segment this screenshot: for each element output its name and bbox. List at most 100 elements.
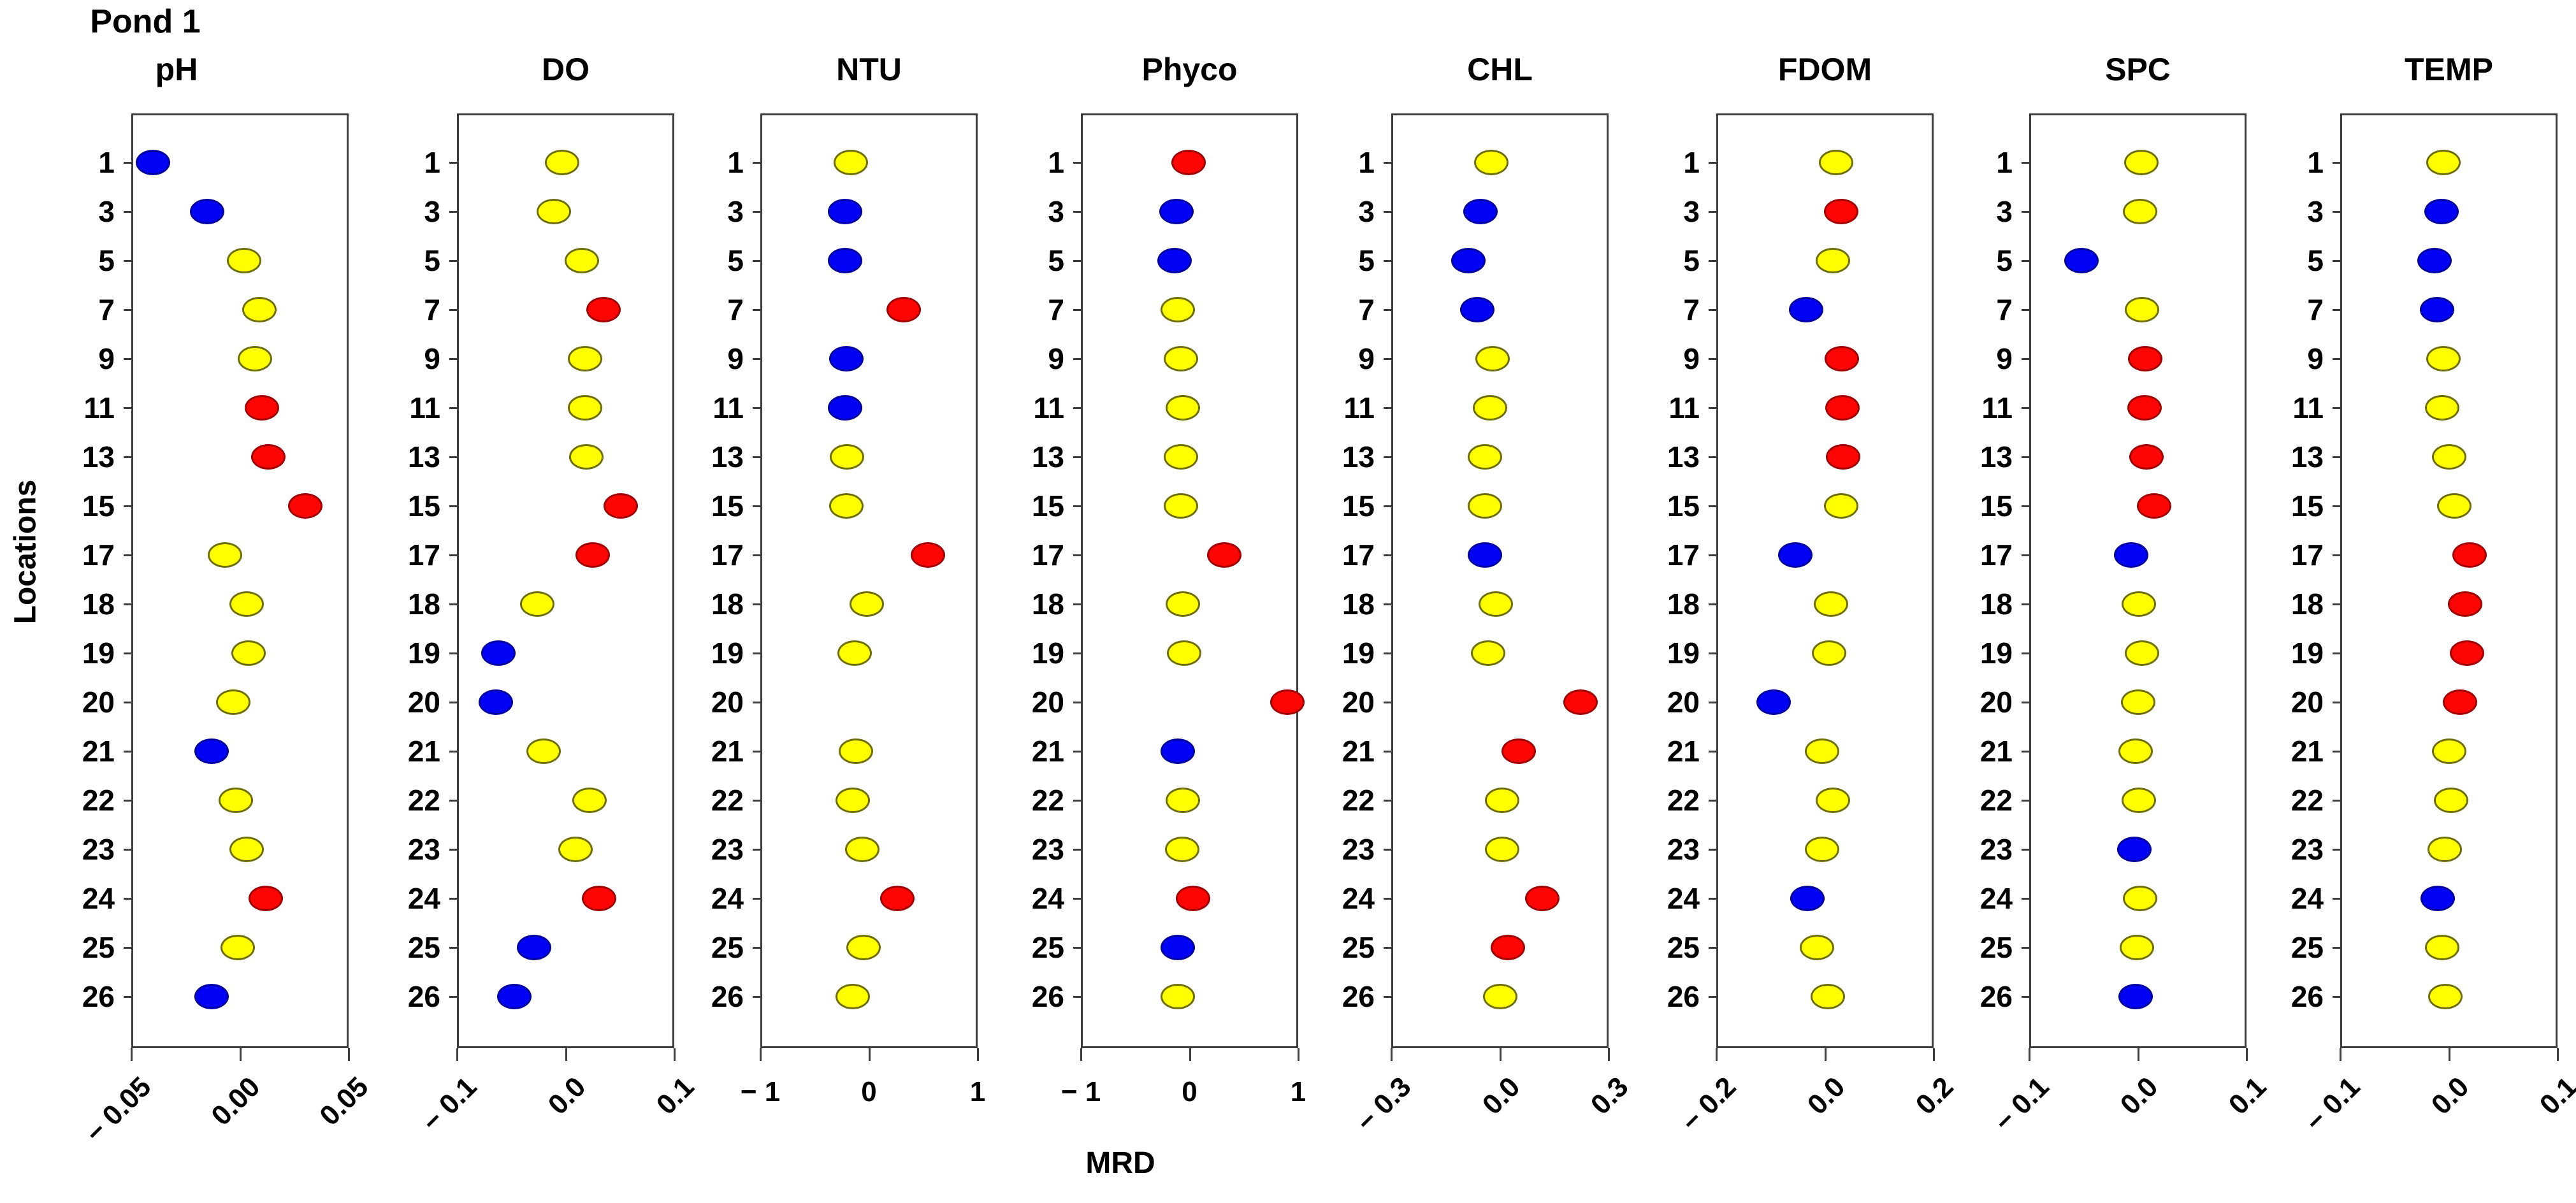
y-tick [449,358,457,360]
panel-title-TEMP: TEMP [2405,52,2493,87]
y-tick [449,554,457,556]
data-dot-CHL-loc3-blue [1463,199,1498,224]
data-dot-TEMP-loc18-red [2448,591,2483,617]
data-dot-FDOM-loc19-yellow [1812,640,1847,666]
row-label-pH-7: 7 [98,293,115,326]
data-dot-CHL-loc24-red [1524,886,1559,911]
data-dot-Phyco-loc3-blue [1159,199,1194,224]
data-dot-SPC-loc1-yellow [2124,150,2159,175]
y-tick [2333,211,2340,213]
data-dot-pH-loc9-yellow [238,346,273,371]
row-label-FDOM-15: 15 [1667,489,1700,522]
row-label-FDOM-5: 5 [1683,244,1700,277]
y-tick [124,407,131,409]
x-tick-label-Phyco-2: 1 [1290,1076,1306,1107]
row-label-DO-5: 5 [424,244,440,277]
data-dot-Phyco-loc15-yellow [1163,493,1198,519]
data-dot-DO-loc17-red [575,542,611,568]
y-tick [2333,751,2340,753]
y-tick [1073,211,1081,213]
row-label-NTU-9: 9 [727,342,744,375]
x-tick-label-TEMP-0: − 0.1 [2299,1070,2366,1138]
row-label-CHL-18: 18 [1342,587,1375,621]
x-tick-label-DO-2: 0.1 [650,1070,700,1121]
y-tick [753,702,760,703]
y-tick [1073,751,1081,753]
data-dot-TEMP-loc26-yellow [2428,984,2463,1009]
y-tick [1384,211,1391,213]
y-tick [753,162,760,164]
row-label-NTU-26: 26 [711,980,744,1013]
y-tick [1709,407,1716,409]
row-label-FDOM-20: 20 [1667,686,1700,719]
row-label-Phyco-7: 7 [1048,293,1064,326]
row-label-NTU-25: 25 [711,931,744,964]
y-tick [2333,309,2340,311]
x-tick [239,1048,242,1061]
x-tick [1189,1048,1191,1061]
x-tick-label-pH-2: 0.05 [314,1070,375,1132]
y-tick [1384,652,1391,654]
row-label-Phyco-3: 3 [1048,195,1064,228]
row-label-TEMP-7: 7 [2307,293,2324,326]
data-dot-FDOM-loc23-yellow [1805,837,1840,862]
y-tick [449,996,457,998]
data-dot-DO-loc23-yellow [558,837,593,862]
data-dot-TEMP-loc24-blue [2420,886,2456,911]
y-tick [1384,947,1391,949]
row-label-CHL-26: 26 [1342,980,1375,1013]
y-tick [1384,260,1391,262]
panel-title-pH: pH [155,52,198,87]
y-tick [2022,505,2029,507]
data-dot-NTU-loc21-yellow [839,738,874,764]
row-label-TEMP-11: 11 [2292,391,2324,424]
data-dot-pH-loc21-blue [194,738,229,764]
row-label-DO-21: 21 [407,735,440,768]
data-dot-CHL-loc5-blue [1451,248,1486,273]
row-label-NTU-15: 15 [711,489,744,522]
data-dot-SPC-loc21-yellow [2118,738,2153,764]
row-label-NTU-7: 7 [727,293,744,326]
row-label-TEMP-9: 9 [2307,342,2324,375]
y-tick [753,456,760,458]
data-dot-DO-loc9-yellow [568,346,603,371]
y-axis-label: Locations [8,479,43,624]
row-label-SPC-11: 11 [1981,391,2013,424]
data-dot-TEMP-loc23-yellow [2427,837,2462,862]
data-dot-NTU-loc15-yellow [829,493,864,519]
data-dot-pH-loc19-yellow [231,640,266,666]
y-tick [753,211,760,213]
row-label-Phyco-17: 17 [1031,538,1064,572]
row-label-CHL-5: 5 [1358,244,1375,277]
data-dot-DO-loc24-red [582,886,617,911]
data-dot-DO-loc13-yellow [568,444,604,470]
row-label-CHL-22: 22 [1342,784,1375,817]
data-dot-SPC-loc23-blue [2117,837,2152,862]
data-dot-NTU-loc7-red [886,297,922,322]
data-dot-SPC-loc24-yellow [2122,886,2157,911]
row-label-Phyco-23: 23 [1031,833,1064,866]
row-label-Phyco-22: 22 [1031,784,1064,817]
data-dot-CHL-loc17-blue [1468,542,1503,568]
row-label-FDOM-1: 1 [1683,146,1700,179]
panel-title-Phyco: Phyco [1141,52,1238,87]
y-tick [124,554,131,556]
data-dot-DO-loc1-yellow [545,150,580,175]
row-label-NTU-1: 1 [727,146,744,179]
row-label-pH-25: 25 [82,931,115,964]
data-dot-CHL-loc13-yellow [1468,444,1503,470]
row-label-CHL-20: 20 [1342,686,1375,719]
row-label-TEMP-25: 25 [2290,931,2324,964]
row-label-DO-7: 7 [424,293,440,326]
y-tick [753,751,760,753]
data-dot-FDOM-loc20-blue [1756,689,1791,715]
data-dot-CHL-loc15-yellow [1468,493,1503,519]
data-dot-Phyco-loc18-yellow [1166,591,1201,617]
y-tick [2333,162,2340,164]
y-tick [449,505,457,507]
data-dot-pH-loc3-blue [190,199,225,224]
y-tick [2333,800,2340,802]
row-label-DO-22: 22 [407,784,440,817]
y-tick [1384,505,1391,507]
